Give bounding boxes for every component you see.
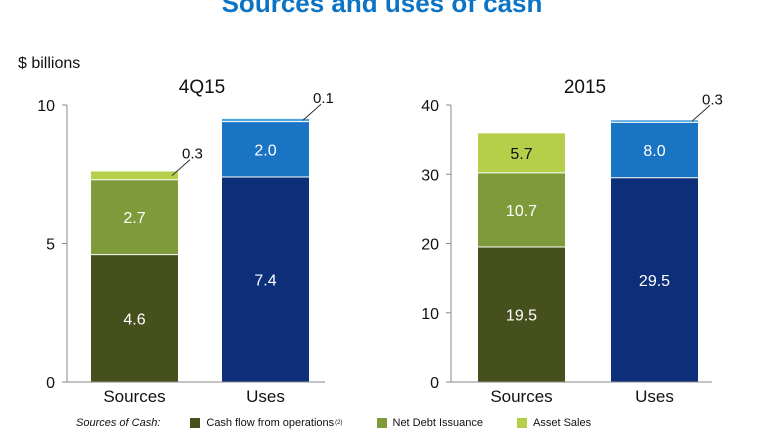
chart-2015-sources-data-label: 10.7	[506, 203, 537, 220]
chart-4q15-uses-data-label: 0.1	[313, 90, 334, 107]
chart-2015-sources-segment	[478, 133, 565, 173]
chart-2015-sources-segment	[478, 172, 565, 247]
page-title: Sources and uses of cash	[221, 0, 543, 18]
chart-4q15-sources-callout-line	[171, 159, 191, 177]
chart-2015-y-tick-label: 10	[421, 306, 439, 323]
chart-2015-sources-category-label: Sources	[490, 387, 552, 406]
chart-4q15-sources-data-label: 4.6	[123, 311, 145, 328]
chart-4q15-y-tick-label: 10	[37, 98, 55, 115]
chart-4q15-y-tick-label: 0	[46, 375, 55, 392]
chart-2015-y-tick-label: 20	[421, 237, 439, 254]
legend-item-cash-flow: Cash flow from operations (2)	[190, 417, 343, 429]
chart-4q15-uses-data-label: 2.0	[254, 142, 276, 159]
chart-4q15-uses-category-label: Uses	[246, 387, 285, 406]
chart-2015-uses-category-label: Uses	[635, 387, 674, 406]
chart-4q15-uses-data-label: 7.4	[254, 273, 276, 290]
chart-2015-uses-segment	[611, 177, 698, 382]
chart-4q15-sources-data-label: 2.7	[123, 210, 145, 227]
legend-swatch-net-debt	[376, 418, 387, 428]
chart-2015-sources-data-label: 19.5	[506, 307, 537, 324]
legend-item-net-debt: Net Debt Issuance	[376, 417, 484, 429]
legend-label-asset-sales: Asset Sales	[533, 417, 592, 429]
chart-area: 4Q1505104.62.70.3Sources7.42.00.1Uses201…	[37, 77, 723, 406]
chart-4q15-uses-callout-line	[302, 103, 322, 121]
legend-label-net-debt: Net Debt Issuance	[392, 417, 484, 429]
legend-label-cash-flow: Cash flow from operations	[206, 417, 335, 429]
chart-2015-title: 2015	[564, 77, 606, 98]
legend-swatch-asset-sales	[517, 418, 527, 428]
chart-2015-sources-segment	[478, 246, 565, 382]
legend-title: Sources of Cash:	[76, 417, 161, 429]
chart-4q15-sources-segment	[91, 254, 178, 382]
chart-4q15-sources-segment	[91, 179, 178, 255]
legend-item-asset-sales: Asset Sales	[517, 417, 591, 429]
chart-2015-uses-segment	[611, 120, 698, 123]
chart-4q15-y-tick-label: 5	[46, 237, 55, 254]
chart-2015-y-tick-label: 40	[421, 98, 439, 115]
legend-footnote-marker: (2)	[335, 420, 343, 426]
chart-4q15-uses-segment	[222, 121, 309, 178]
chart-4q15-sources-data-label: 0.3	[182, 146, 203, 163]
chart-4q15-uses-segment	[222, 177, 309, 382]
chart-2015-y-tick-label: 30	[421, 167, 439, 184]
legend-swatch-cash-flow	[190, 418, 201, 428]
chart-4q15-uses-segment	[222, 118, 309, 122]
chart-2015-uses-segment	[611, 122, 698, 178]
chart-2015-uses-data-label: 8.0	[643, 143, 665, 160]
chart-2015-y-tick-label: 0	[430, 375, 439, 392]
chart-4q15-title: 4Q15	[179, 77, 225, 98]
chart-4q15-sources-category-label: Sources	[103, 387, 165, 406]
legend: Sources of Cash: Cash flow from operatio…	[76, 414, 625, 432]
chart-2015-uses-data-label: 29.5	[639, 273, 670, 290]
chart-2015-uses-callout-line	[691, 104, 711, 122]
chart-2015-uses-data-label: 0.3	[702, 91, 723, 108]
chart-2015-sources-data-label: 5.7	[510, 146, 532, 163]
chart-4q15-sources-segment	[91, 171, 178, 180]
unit-label: $ billions	[18, 55, 81, 72]
